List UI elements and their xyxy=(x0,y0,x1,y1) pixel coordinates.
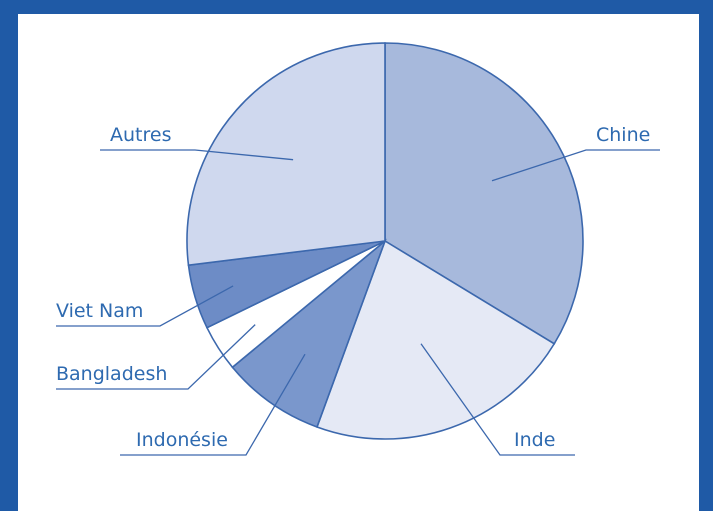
pie-slice-indon-sie xyxy=(231,238,387,428)
slice-label-viet-nam: Viet Nam xyxy=(56,300,143,322)
leader-line-indon-sie xyxy=(120,353,306,456)
slice-label-autres: Autres xyxy=(110,124,171,146)
leader-line-chine xyxy=(491,149,660,182)
slice-label-indon-sie: Indonésie xyxy=(136,429,228,451)
slice-label-chine: Chine xyxy=(596,124,650,146)
leader-line-viet-nam xyxy=(56,285,234,327)
slice-label-inde: Inde xyxy=(514,429,555,451)
leader-line-bangladesh xyxy=(56,324,256,390)
leader-line-autres xyxy=(100,149,294,161)
slice-label-bangladesh: Bangladesh xyxy=(56,363,167,385)
pie-slice-inde xyxy=(315,239,556,440)
pie-slice-chine xyxy=(384,42,584,345)
pie-slice-autres xyxy=(186,42,386,267)
leader-line-inde xyxy=(420,343,575,456)
